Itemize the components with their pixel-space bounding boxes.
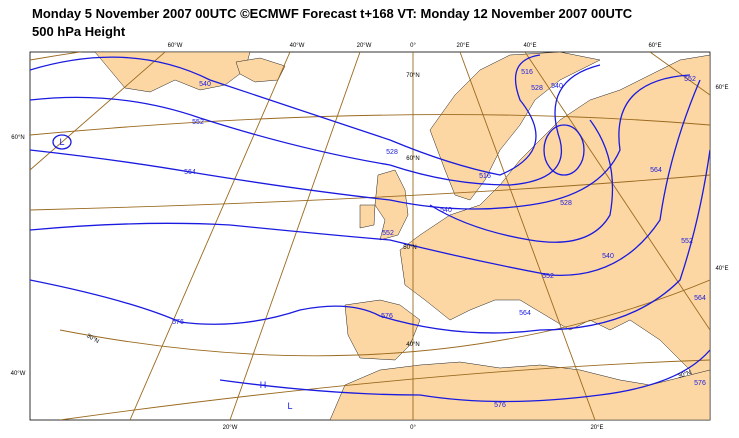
contour-label: 576 bbox=[694, 380, 706, 387]
graticule-label: 60°N bbox=[406, 156, 419, 162]
contour-label: 564 bbox=[184, 169, 196, 176]
contour-label: 540 bbox=[199, 81, 211, 88]
low-center: L bbox=[59, 137, 64, 147]
low-center: L bbox=[287, 401, 292, 411]
contour-label: 528 bbox=[560, 200, 572, 207]
graticule-label: 40°N bbox=[406, 342, 419, 348]
graticule-label: 60°E bbox=[715, 85, 728, 91]
graticule-label: 0° bbox=[410, 425, 416, 431]
graticule-label: 20°E bbox=[590, 425, 603, 431]
pressure-centers: L H L bbox=[59, 137, 292, 411]
iberia bbox=[344, 299, 421, 361]
africa bbox=[329, 361, 710, 420]
graticule-label: 60°E bbox=[648, 43, 661, 49]
graticule-label: 50°N bbox=[403, 245, 416, 251]
graticule-labels: 60°W 40°W 20°W 0° 20°E 40°E 60°E 60°N 40… bbox=[11, 43, 729, 431]
scandinavia bbox=[429, 52, 601, 201]
contour-label: 528 bbox=[386, 149, 398, 156]
title: Monday 5 November 2007 00UTC ©ECMWF Fore… bbox=[32, 6, 633, 21]
graticule-label: 20°E bbox=[456, 43, 469, 49]
graticule-label: 20°W bbox=[223, 425, 238, 431]
map: 60°W 40°W 20°W 0° 20°E 40°E 60°E 60°N 40… bbox=[11, 43, 729, 431]
contour-label: 552 bbox=[542, 273, 554, 280]
contour-label: 552 bbox=[382, 230, 394, 237]
contour-label: 540 bbox=[602, 253, 614, 260]
contour-label: 564 bbox=[694, 295, 706, 302]
contour-label: 540 bbox=[440, 207, 452, 214]
graticule-label: 0° bbox=[410, 43, 416, 49]
graticule-label: 40°E bbox=[715, 266, 728, 272]
contour-label: 552 bbox=[192, 119, 204, 126]
graticule-label: 40°W bbox=[11, 371, 26, 377]
graticule-label: 30°N bbox=[85, 333, 100, 345]
graticule-label: 20°W bbox=[357, 43, 372, 49]
contour-labels: 540 552 564 576 528 516 540 552 576 528 … bbox=[172, 69, 706, 409]
contour-label: 564 bbox=[519, 310, 531, 317]
map-content bbox=[30, 52, 710, 420]
contour-label: 576 bbox=[381, 313, 393, 320]
graticule-label: 40°W bbox=[290, 43, 305, 49]
graticule-label: 30°N bbox=[677, 370, 692, 380]
graticule-label: 60°W bbox=[168, 43, 183, 49]
graticule-label: 40°E bbox=[523, 43, 536, 49]
high-center: H bbox=[260, 380, 267, 390]
contour-label: 516 bbox=[521, 69, 533, 76]
subtitle: 500 hPa Height bbox=[32, 24, 126, 39]
graticule-label: 60°N bbox=[11, 135, 24, 141]
contour-label: 576 bbox=[494, 402, 506, 409]
contour-label: 552 bbox=[684, 76, 696, 83]
graticule bbox=[30, 52, 710, 420]
contour-label: 540 bbox=[551, 83, 563, 90]
contours bbox=[30, 54, 710, 403]
british-isles bbox=[359, 169, 409, 241]
contour-label: 564 bbox=[650, 167, 662, 174]
contour-label: 552 bbox=[681, 238, 693, 245]
graticule-label: 70°N bbox=[406, 73, 419, 79]
contour-label: 576 bbox=[172, 319, 184, 326]
contour-label: 528 bbox=[531, 85, 543, 92]
contour-label: 516 bbox=[479, 173, 491, 180]
